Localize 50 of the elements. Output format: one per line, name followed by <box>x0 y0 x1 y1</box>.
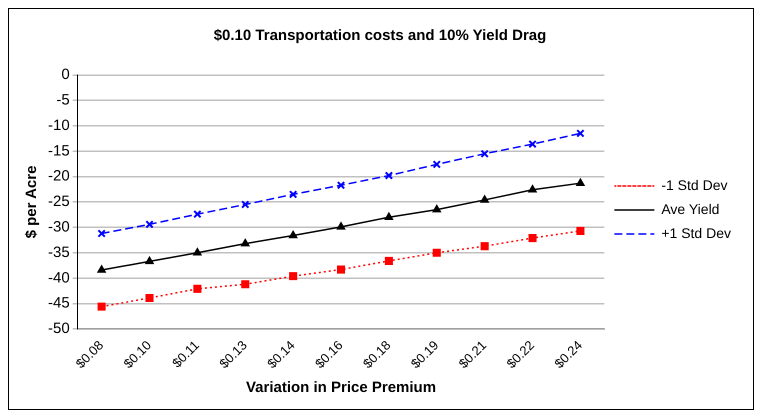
point <box>528 140 537 148</box>
point <box>289 272 298 280</box>
y-tick-label: -30 <box>48 218 70 236</box>
y-tick-label: -25 <box>48 193 70 210</box>
point <box>432 204 442 212</box>
point <box>336 222 346 230</box>
y-axis-title: $ per Acre <box>23 166 40 238</box>
point <box>241 200 250 209</box>
point <box>480 150 489 158</box>
point <box>432 248 441 257</box>
point <box>528 234 537 242</box>
legend-label: +1 Std Dev <box>661 224 732 241</box>
point <box>193 284 202 293</box>
point <box>97 229 106 238</box>
point <box>384 171 394 180</box>
y-tick-label: -45 <box>48 294 70 312</box>
point <box>384 212 394 220</box>
point <box>193 210 202 218</box>
y-tick-label: -20 <box>48 168 70 185</box>
y-tick-label: -50 <box>48 320 70 338</box>
point <box>576 129 585 138</box>
y-tick-label: -35 <box>48 244 70 261</box>
point <box>288 230 298 238</box>
point <box>145 220 154 229</box>
point <box>528 184 537 193</box>
point <box>288 190 298 199</box>
point <box>336 181 346 190</box>
point <box>97 265 106 273</box>
point <box>432 160 441 169</box>
y-tick-label: 0 <box>61 66 70 84</box>
point <box>240 238 250 246</box>
point <box>480 242 489 250</box>
point <box>145 294 154 302</box>
point <box>192 248 202 256</box>
legend-label: -1 Std Dev <box>661 176 728 193</box>
legend-label: Ave Yield <box>661 200 720 217</box>
chart-title: $0.10 Transportation costs and 10% Yield Drag <box>214 27 546 44</box>
point <box>576 178 585 186</box>
point <box>576 226 584 235</box>
point <box>480 194 490 203</box>
point <box>145 256 154 264</box>
y-tick-label: -15 <box>48 142 70 160</box>
x-axis-title: Variation in Price Premium <box>246 379 436 396</box>
y-tick-label: -5 <box>56 92 70 109</box>
point <box>241 280 250 288</box>
y-tick-label: -10 <box>48 116 70 134</box>
point <box>98 302 106 311</box>
y-tick-label: -40 <box>48 269 70 286</box>
point <box>336 266 346 274</box>
point <box>384 256 393 265</box>
